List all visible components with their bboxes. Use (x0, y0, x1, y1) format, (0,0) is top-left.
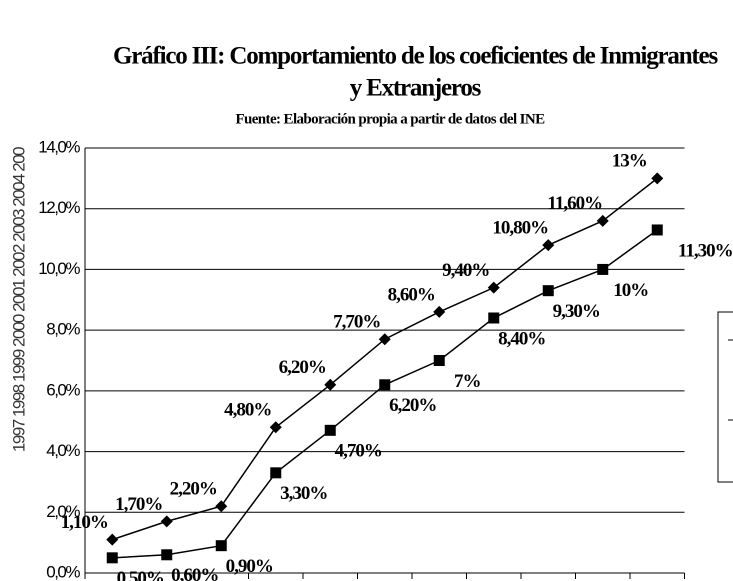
data-label: 13% (612, 151, 647, 172)
diamond-marker (106, 533, 119, 546)
data-label: 7% (454, 371, 481, 392)
square-marker (215, 540, 227, 552)
diamond-marker (596, 214, 609, 227)
data-label: 8,40% (498, 328, 545, 349)
square-marker (542, 285, 554, 297)
series-line (112, 229, 658, 559)
square-marker (597, 263, 609, 275)
square-marker (324, 424, 336, 436)
data-label: 0,60% (171, 565, 218, 581)
diamond-marker (433, 305, 446, 318)
data-label: 0,50% (117, 568, 164, 581)
square-marker (161, 549, 173, 561)
data-label: 1,70% (115, 494, 162, 515)
diamond-marker (378, 333, 391, 346)
data-label: 4,70% (335, 441, 382, 462)
diamond-marker (269, 421, 282, 434)
data-label: 2,20% (170, 479, 217, 500)
diamond-marker (651, 172, 664, 185)
diamond-marker (215, 500, 228, 513)
y-tick-label: 12,0% (38, 198, 80, 217)
y-tick-label: 10,0% (38, 259, 80, 278)
diamond-marker (324, 378, 337, 391)
data-label: 4,80% (224, 400, 271, 421)
data-label: 8,60% (388, 284, 435, 305)
chart-title: y Extranjeros (350, 75, 482, 102)
legend-box (717, 311, 733, 483)
data-label: 9,40% (442, 260, 489, 281)
diamond-marker (542, 239, 555, 252)
rotated-axis-text: 1997 1998 1999 2000 2001 2002 2003 2004 … (9, 147, 28, 452)
square-marker (651, 224, 663, 236)
diamond-marker (487, 281, 500, 294)
data-label: 10,80% (492, 218, 548, 239)
data-label: 9,30% (553, 301, 600, 322)
square-marker (433, 355, 445, 366)
data-label: 7,70% (333, 312, 380, 333)
y-tick-label: 8,0% (46, 320, 80, 339)
data-label: 10% (613, 280, 648, 301)
square-marker (488, 312, 500, 324)
chart-title: Gráfico III: Comportamiento de los coefi… (113, 43, 718, 70)
data-label: 6,20% (279, 357, 326, 378)
data-label: 11,60% (547, 193, 602, 214)
data-label: 0,90% (226, 556, 273, 577)
data-label: 1,10% (61, 512, 108, 533)
data-label: 11,30% (678, 240, 733, 261)
data-label: 3,30% (280, 483, 327, 504)
square-marker (106, 552, 118, 564)
diamond-marker (160, 515, 173, 528)
y-tick-label: 14,0% (38, 137, 80, 156)
square-marker (270, 467, 282, 479)
y-tick-label: 6,0% (46, 380, 80, 399)
chart-subtitle: Fuente: Elaboración propia a partir de d… (235, 111, 545, 127)
y-tick-label: 2,0% (46, 502, 80, 521)
data-label: 6,20% (389, 395, 436, 416)
y-tick-label: 4,0% (46, 441, 80, 460)
y-tick-label: 0,0% (46, 562, 80, 581)
square-marker (379, 379, 391, 391)
